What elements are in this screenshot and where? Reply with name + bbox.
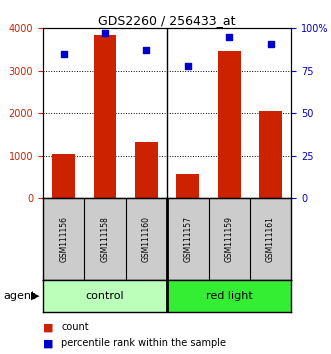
Bar xyxy=(135,142,158,198)
Text: ▶: ▶ xyxy=(31,291,40,301)
Point xyxy=(61,51,66,57)
Text: GSM111157: GSM111157 xyxy=(183,216,192,262)
Text: GSM111160: GSM111160 xyxy=(142,216,151,262)
Text: GSM111161: GSM111161 xyxy=(266,216,275,262)
Bar xyxy=(176,174,199,198)
Point xyxy=(226,34,232,40)
Text: control: control xyxy=(86,291,124,301)
Text: GSM111159: GSM111159 xyxy=(225,216,234,262)
Bar xyxy=(43,280,167,312)
Point xyxy=(185,63,191,69)
Title: GDS2260 / 256433_at: GDS2260 / 256433_at xyxy=(98,14,236,27)
Bar xyxy=(52,154,75,198)
Text: count: count xyxy=(61,322,89,332)
Bar xyxy=(94,35,117,198)
Text: GSM111156: GSM111156 xyxy=(59,216,68,262)
Point xyxy=(144,47,149,53)
Text: ■: ■ xyxy=(43,338,54,348)
Bar xyxy=(218,51,241,198)
Bar xyxy=(259,111,282,198)
Text: red light: red light xyxy=(206,291,253,301)
Point xyxy=(103,30,108,36)
Text: agent: agent xyxy=(3,291,36,301)
Bar xyxy=(167,280,291,312)
Text: percentile rank within the sample: percentile rank within the sample xyxy=(61,338,226,348)
Text: GSM111158: GSM111158 xyxy=(101,216,110,262)
Point xyxy=(268,41,273,46)
Text: ■: ■ xyxy=(43,322,54,332)
